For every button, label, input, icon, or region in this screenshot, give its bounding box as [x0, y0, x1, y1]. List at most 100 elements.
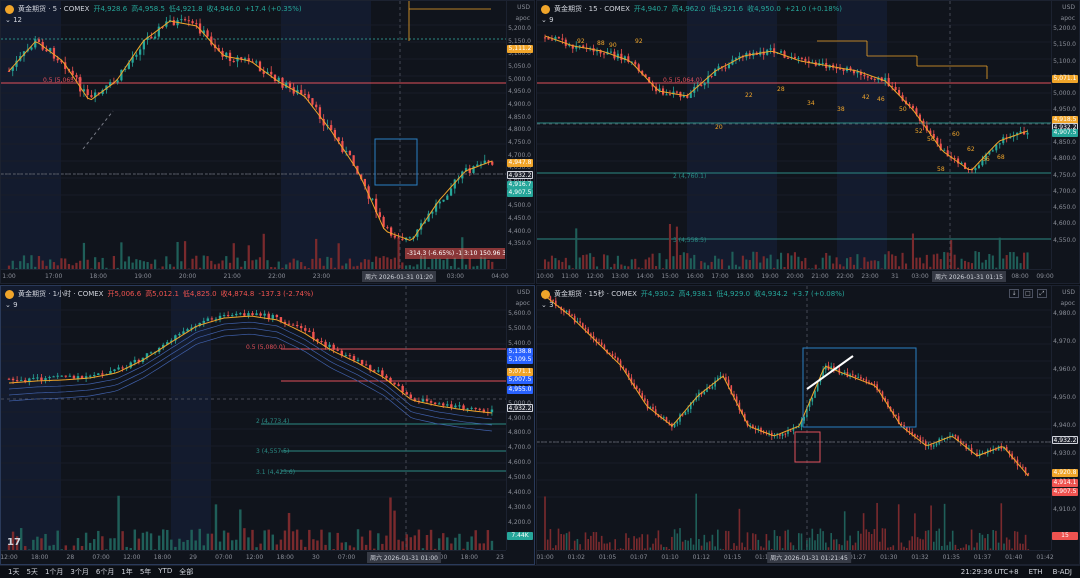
price-plot[interactable]: [537, 286, 1053, 552]
volume-bar: [464, 264, 468, 269]
candle-body: [652, 407, 654, 410]
volume-bar: [60, 549, 63, 550]
time-axis[interactable]: 10:00 11:00 12:00 13:00 14:00 15:00 16:00 17:00…: [537, 269, 1054, 283]
volume-bar: [303, 266, 307, 269]
candle-body: [385, 375, 388, 378]
time-axis[interactable]: 1:0017:0018:0019:0020:0021:0022:0023:003…: [1, 269, 509, 283]
volume-bar: [328, 532, 331, 550]
volume-bar: [90, 268, 93, 269]
symbol-title[interactable]: 黄金期货 · 5 · COMEX: [18, 5, 90, 13]
candle-body: [619, 360, 622, 368]
studies-toggle[interactable]: ⌄ 12: [5, 16, 23, 24]
candle-body: [703, 391, 706, 395]
volume-bar: [474, 530, 477, 550]
symbol-title[interactable]: 黄金期货 · 15秒 · COMEX: [554, 290, 637, 298]
candle-body: [356, 359, 360, 361]
price-plot[interactable]: 0.5 (5,080.0) 2 (4,773.4) 3 (4,557.5) 3.1 (…: [1, 286, 508, 552]
currency-label[interactable]: USD: [517, 289, 530, 296]
candle-body: [1005, 447, 1008, 451]
adjustment-toggle[interactable]: B-ADJ: [1052, 568, 1072, 576]
timeframe-0[interactable]: 1天: [8, 568, 20, 576]
time-axis[interactable]: 12:00 18:00 28 07:00 12:00 18:00 29 07:00 12:00 1…: [1, 550, 506, 564]
currency-label[interactable]: USD: [1062, 289, 1075, 296]
clock[interactable]: 21:29:36 UTC+8: [960, 568, 1019, 576]
candle-body: [446, 404, 449, 406]
studies-toggle[interactable]: ⌄ 9: [5, 301, 18, 309]
candle-body: [870, 77, 873, 79]
candle-body: [247, 58, 250, 62]
currency-label[interactable]: USD: [517, 4, 530, 11]
ma-ribbon: [8, 327, 492, 426]
scale-mode[interactable]: apoc: [1060, 300, 1075, 307]
volume-bar: [769, 254, 772, 269]
candle-body: [959, 440, 962, 443]
session-toggle[interactable]: ETH: [1028, 568, 1043, 576]
volume-bar: [644, 259, 647, 269]
price-axis[interactable]: USDapoc5,600.05,500.05,400.05,300.05,200…: [506, 286, 534, 550]
price-plot[interactable]: 0.5 (5,064.0) 2 (4,760.1) 3 (4,558.5) 92 88 9…: [537, 1, 1053, 271]
candle-body: [870, 382, 873, 385]
chart-pane-15s[interactable]: 黄金期货 · 15秒 · COMEX 开4,930.2 高4,938.1 低4,…: [536, 285, 1080, 565]
volume-bar: [977, 252, 980, 269]
time-tick: 07:00: [215, 554, 233, 561]
maximize-icon[interactable]: □: [1023, 289, 1033, 298]
timeframe-1[interactable]: 5天: [26, 568, 38, 576]
volume-bar: [759, 262, 762, 269]
timeframe-8[interactable]: 全部: [179, 568, 194, 576]
volume-bar: [49, 259, 52, 269]
timeframe-6[interactable]: 5年: [139, 568, 152, 576]
studies-toggle[interactable]: ⌄ 9: [541, 16, 554, 24]
symbol-title[interactable]: 黄金期货 · 15 · COMEX: [554, 5, 630, 13]
chart-pane-1h[interactable]: 0.5 (5,080.0) 2 (4,773.4) 3 (4,557.5) 3.1 (…: [0, 285, 535, 565]
candle-body: [174, 335, 177, 341]
volume-bar: [182, 541, 185, 550]
fullscreen-icon[interactable]: ⤢: [1037, 289, 1047, 298]
candle-body: [105, 85, 108, 90]
timeframe-5[interactable]: 1年: [121, 568, 133, 576]
volume-bar: [731, 251, 734, 269]
volume-bar: [405, 534, 408, 550]
candle-body: [479, 163, 483, 165]
candle-body: [760, 428, 762, 433]
timeframe-2[interactable]: 1个月: [44, 568, 64, 576]
chart-pane-15m[interactable]: 0.5 (5,064.0) 2 (4,760.1) 3 (4,558.5) 92 88 9…: [536, 0, 1080, 284]
scale-mode[interactable]: apoc: [1060, 15, 1075, 22]
price-axis[interactable]: USD apoc 4,980.0 4,970.0 4,960.0 4,950.0 4,940…: [1051, 286, 1079, 550]
volume-bar: [105, 549, 108, 550]
volume-bar: [935, 530, 938, 550]
candle-body: [808, 401, 811, 408]
volume-bar: [141, 532, 145, 550]
candle-body: [786, 57, 790, 59]
scale-mode[interactable]: apoc: [515, 300, 530, 307]
time-axis[interactable]: 01:00 01:02 01:05 01:07 01:10 01:12 01:15 01:17…: [537, 550, 1054, 564]
candle-body: [482, 409, 486, 412]
symbol-title[interactable]: 黄金期货 · 1小时 · COMEX: [18, 290, 104, 298]
pivot-label: 52: [915, 128, 923, 135]
timeframe-3[interactable]: 3个月: [70, 568, 89, 576]
ohlc-high: 高5,012.1: [145, 290, 179, 298]
volume-bar: [476, 265, 479, 269]
chart-pane-5m[interactable]: 0.5 (5,065.0) 黄金期货 · 5 · COMEX 开4,928.6 …: [0, 0, 535, 284]
volume-bar: [94, 257, 97, 269]
volume-bar: [1027, 549, 1030, 550]
price-axis[interactable]: USDapoc5,200.05,150.05,100.05,050.05,000…: [1051, 1, 1079, 269]
candle-body: [187, 20, 190, 22]
candle-body: [348, 150, 352, 156]
timeframe-4[interactable]: 6个月: [95, 568, 115, 576]
volume-bar: [247, 537, 250, 550]
drawing-box: [802, 347, 917, 428]
studies-toggle[interactable]: ⌄ 3: [541, 301, 554, 309]
candle-body: [769, 48, 772, 50]
currency-label[interactable]: USD: [1062, 4, 1075, 11]
volume-bar: [846, 540, 849, 550]
candle-body: [412, 236, 415, 238]
volume-bar: [752, 251, 755, 269]
scale-mode[interactable]: apoc: [515, 15, 530, 22]
candle-body: [172, 20, 175, 26]
timeframe-7[interactable]: YTD: [158, 567, 173, 575]
price-plot[interactable]: 0.5 (5,065.0): [1, 1, 508, 271]
volume-bar: [299, 539, 303, 550]
volume-bar: [614, 539, 617, 550]
download-icon[interactable]: ↓: [1009, 289, 1019, 298]
